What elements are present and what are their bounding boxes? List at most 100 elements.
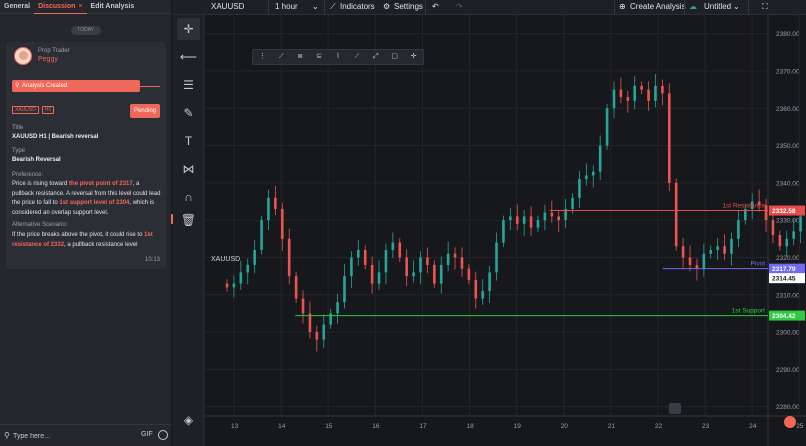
x-tick-label: 22 [655, 423, 663, 430]
indicators-button[interactable]: Indicators [340, 2, 375, 11]
separator [324, 0, 325, 15]
emoji-icon[interactable] [158, 430, 168, 440]
alternative-text-1: If the price breaks above the pivot, it … [12, 232, 145, 238]
fib-tool-icon[interactable]: ≣ [297, 53, 304, 60]
x-tick-label: 17 [419, 423, 427, 430]
y-tick-label: 2330.00 [776, 218, 800, 225]
separator [268, 0, 269, 15]
status-badge[interactable]: Pending [129, 104, 160, 118]
y-tick-label: 2320.00 [776, 255, 800, 262]
candle [771, 220, 775, 236]
layers-icon[interactable]: ◈ [183, 413, 194, 427]
candle [336, 302, 339, 314]
drag-handle-icon[interactable]: ⋮ [258, 53, 266, 60]
tag-list: XAUUSD H1 [12, 106, 55, 114]
horizontal-lines-icon[interactable]: ☰ [183, 78, 194, 92]
interval-selector[interactable]: 1 hour [275, 2, 298, 11]
line-tool-icon[interactable]: ⟋ [278, 53, 284, 60]
redo-icon[interactable]: ↷ [456, 2, 463, 11]
magnet-icon[interactable]: ∩ [184, 190, 193, 204]
pattern-icon[interactable]: ⋈ [182, 162, 195, 176]
level-price-tag [769, 205, 805, 216]
tab-general[interactable]: General [4, 2, 31, 10]
candle [267, 197, 270, 221]
candle [585, 175, 588, 180]
chevron-down-icon[interactable]: ⌄ [312, 2, 319, 11]
indicators-icon[interactable]: ⟋ [330, 2, 336, 11]
badge-divider [140, 86, 160, 87]
cursor-tool-icon[interactable]: ✛ [410, 53, 417, 60]
level-name: 1st Resistance [722, 203, 765, 210]
message-input[interactable] [13, 430, 123, 442]
avatar[interactable] [14, 47, 32, 65]
layout-name[interactable]: Untitled [704, 2, 732, 11]
candle [591, 171, 595, 176]
candle [598, 145, 602, 172]
level-price-tag [769, 263, 805, 274]
message-time: 10:13 [144, 257, 160, 263]
analysis-message-card: Prop Trader Peggy ⚲ Analysis Created XAU… [6, 42, 166, 269]
x-tick-label: 16 [372, 423, 380, 430]
candle [605, 108, 609, 146]
discussion-panel: General Discussion × Edit Analysis TODAY … [0, 0, 172, 446]
brush-icon[interactable]: ✎ [183, 106, 194, 120]
candle [239, 272, 243, 284]
rectangle-tool-icon[interactable]: ▢ [391, 53, 398, 60]
level-name: Pivot [751, 261, 766, 268]
candle [294, 276, 298, 299]
candle [619, 89, 623, 98]
chat-bubble-icon[interactable] [784, 416, 796, 428]
gear-icon[interactable]: ⚙ [383, 2, 391, 11]
candle [695, 264, 699, 269]
tab-edit-analysis[interactable]: Edit Analysis [90, 2, 135, 10]
candle [571, 197, 574, 209]
symbol-selector[interactable]: XAUUSD [211, 2, 245, 11]
candle [350, 257, 353, 277]
candle [322, 324, 326, 340]
create-analysis-button[interactable]: Create Analysis [630, 2, 686, 11]
attach-icon[interactable]: ⚲ [4, 431, 10, 440]
plus-circle-icon[interactable]: ⊕ [619, 2, 626, 11]
last-price-tag [769, 273, 805, 284]
goto-realtime-icon[interactable] [669, 403, 681, 414]
preference-text-2: , a pullback resistance. A reversal from… [12, 181, 161, 206]
candle [246, 264, 250, 273]
alternative-text-2: , a pullback resistance level [64, 241, 138, 248]
gann-tool-icon[interactable]: ⊆ [316, 53, 323, 60]
candle [488, 272, 491, 292]
text-icon[interactable]: T [184, 134, 193, 148]
candlestick-chart[interactable]: 2380.00 2370.00 2360.00 2350.00 2340.00 2330.… [205, 15, 806, 446]
candle [453, 253, 457, 258]
path-tool-icon[interactable]: ⌇ [336, 53, 340, 60]
gif-button[interactable]: GIF [141, 431, 153, 438]
crosshair-icon[interactable]: ✛ [177, 18, 200, 40]
candle [467, 268, 471, 280]
undo-icon[interactable]: ↶ [432, 2, 439, 11]
settings-button[interactable]: Settings [394, 2, 423, 11]
price-chart[interactable]: 2380.00 2370.00 2360.00 2350.00 2340.00 2330.… [205, 15, 806, 446]
candle [502, 220, 505, 243]
fullscreen-icon[interactable]: ⛶ [762, 2, 768, 11]
y-tick-label: 2300.00 [776, 330, 800, 337]
trend-line-icon[interactable]: ⟵ [179, 50, 198, 64]
candle [515, 216, 519, 224]
candle [557, 216, 561, 221]
candle [509, 216, 512, 221]
candle [778, 235, 782, 247]
candle [564, 208, 567, 221]
measure-tool-icon[interactable]: ⤢ [372, 53, 379, 60]
candle [529, 216, 533, 228]
last-price-label: 2314.45 [772, 276, 796, 283]
y-tick-label: 2350.00 [776, 143, 800, 150]
ray-tool-icon[interactable]: ⟋ [354, 53, 360, 60]
level-name: 1st Support [732, 308, 765, 315]
candle [744, 208, 747, 221]
close-icon[interactable]: × [78, 2, 83, 10]
trash-icon[interactable]: 🗑 [180, 213, 197, 227]
candle [433, 264, 436, 284]
candle [343, 276, 346, 303]
chevron-down-icon[interactable]: ⌄ [733, 2, 740, 11]
y-tick-label: 2340.00 [776, 180, 800, 187]
tab-discussion[interactable]: Discussion × [34, 0, 87, 14]
author-name[interactable]: Peggy [38, 56, 58, 63]
